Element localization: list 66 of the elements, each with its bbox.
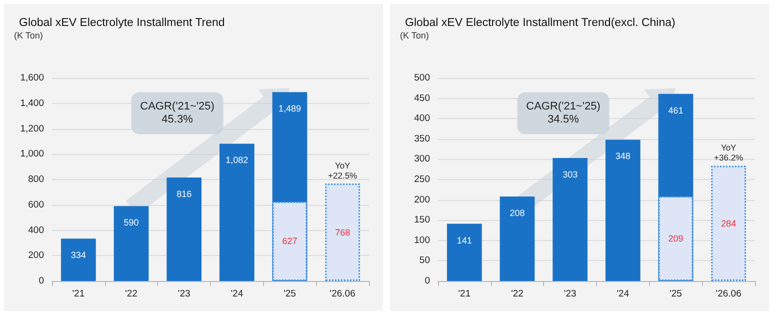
bar <box>500 196 535 281</box>
data-label: 627 <box>282 236 298 246</box>
x-tick-label: '22 <box>125 288 138 300</box>
annotation: YoY +22.5% <box>328 160 358 181</box>
annotation: YoY +36.2% <box>714 142 744 163</box>
y-tick-label: 800 <box>28 174 44 185</box>
y-tick-label: 1,000 <box>20 148 44 160</box>
chart-title: Global xEV Electrolyte Installment Trend <box>19 17 225 29</box>
bar <box>325 184 360 281</box>
data-label: 768 <box>335 227 350 238</box>
y-tick-label: 1,600 <box>20 72 44 84</box>
bar <box>272 201 308 281</box>
y-tick-label: 400 <box>414 113 430 124</box>
y-tick-label: 350 <box>414 133 430 144</box>
annotation: CAGR('21~'25) 45.3% <box>140 100 214 126</box>
y-tick-label: 150 <box>414 214 430 226</box>
data-label: 1,489 <box>278 104 302 114</box>
y-tick-label: 0 <box>38 276 44 286</box>
y-tick-label: 400 <box>28 224 44 236</box>
data-label: 590 <box>124 218 139 228</box>
y-tick-label: 50 <box>419 255 430 266</box>
bar <box>446 224 482 281</box>
x-tick-label: '22 <box>511 288 524 300</box>
y-tick-label: 200 <box>28 250 44 262</box>
bar <box>114 206 149 281</box>
x-tick-label: '21 <box>72 288 85 300</box>
x-tick-label: '23 <box>564 288 576 300</box>
x-tick-label: '23 <box>178 288 190 300</box>
annotation: CAGR('21~'25) 34.5% <box>526 100 600 126</box>
y-tick-label: 250 <box>414 174 430 185</box>
bar <box>166 177 202 281</box>
data-label: 141 <box>456 235 472 246</box>
bar <box>219 144 254 281</box>
chart-title: Global xEV Electrolyte Installment Trend(excl. China) <box>405 17 676 29</box>
data-label: 461 <box>668 105 684 116</box>
x-tick-label: '26.06 <box>716 288 742 300</box>
bar <box>605 140 640 281</box>
y-tick-label: 500 <box>414 72 430 84</box>
x-tick-label: '24 <box>230 288 244 300</box>
data-label: 348 <box>615 151 630 162</box>
x-tick-label: '25 <box>670 288 682 300</box>
bar <box>711 166 746 281</box>
x-tick-label: '25 <box>284 288 296 300</box>
y-tick-label: 0 <box>424 276 430 286</box>
y-tick-label: 200 <box>414 194 430 206</box>
bar <box>658 196 694 281</box>
y-tick-label: 450 <box>414 92 430 104</box>
data-label: 334 <box>70 250 86 260</box>
y-tick-label: 300 <box>414 154 430 165</box>
data-label: 284 <box>721 218 736 228</box>
data-label: 1,082 <box>226 155 248 166</box>
y-tick-label: 1,400 <box>20 98 44 109</box>
y-tick-label: 100 <box>414 234 430 246</box>
x-tick-label: '26.06 <box>330 288 356 300</box>
y-axis-title: (K Ton) <box>400 30 429 40</box>
bar <box>60 238 96 281</box>
x-tick-label: '21 <box>458 288 471 300</box>
data-label: 209 <box>668 234 684 244</box>
data-label: 208 <box>510 208 525 218</box>
data-label: 816 <box>176 188 192 199</box>
y-axis-title: (K Ton) <box>14 30 43 40</box>
x-tick-label: '24 <box>616 288 630 300</box>
data-label: 303 <box>562 169 578 180</box>
y-tick-label: 1,200 <box>20 123 44 134</box>
bar <box>552 158 588 281</box>
y-tick-label: 600 <box>28 199 44 210</box>
